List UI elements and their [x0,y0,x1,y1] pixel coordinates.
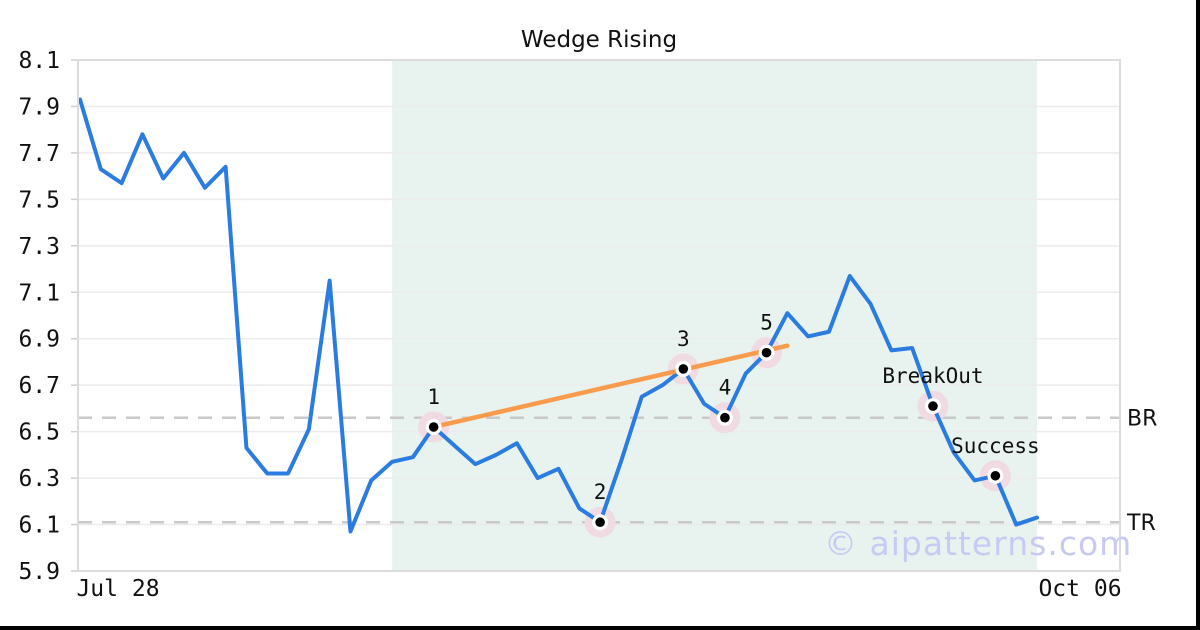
x-axis-label-start: Jul 28 [76,576,160,602]
y-tick-label: 6.3 [18,466,60,492]
y-tick-label: 6.1 [18,513,60,539]
level-label-tr: TR [1126,511,1156,536]
x-axis-label-end: Oct 06 [1038,576,1122,602]
y-tick-label: 7.7 [18,141,60,167]
axes: 8.1 7.9 7.7 7.5 7.3 7.1 6.9 6.7 6.5 6.3 6.1 5.9 [18,48,1121,585]
y-tick-label: 8.1 [18,48,60,74]
trendline [431,343,790,430]
gridlines [78,105,1120,526]
annotation-label-breakout: BreakOut [882,364,983,388]
pattern-region [392,60,1038,571]
pattern-region-rect [392,60,1038,571]
level-lines: BR TR [78,407,1157,536]
marker-dot [428,422,439,432]
marker-dot [595,517,605,528]
marker-dot [678,364,689,374]
annotation-label-2: 2 [594,480,607,504]
level-label-br: BR [1127,407,1157,432]
trendline-segment [431,343,790,430]
marker-dot [720,412,730,423]
annotation-label-4: 4 [719,376,732,400]
y-tick-label: 7.9 [18,94,60,120]
y-tick-label: 7.5 [18,187,60,213]
annotation-label-success: Success [951,434,1040,458]
y-tick-label: 5.9 [18,559,60,585]
chart-title: Wedge Rising [520,27,678,53]
annotation-label-1: 1 [427,385,440,409]
plot-border [77,59,1121,572]
y-tick-label: 7.3 [18,234,60,260]
y-tick-label: 6.9 [18,327,60,353]
annotation-label-3: 3 [677,327,690,351]
pattern-markers [425,344,1004,531]
y-tick-label: 7.1 [18,280,60,306]
annotation-labels: 1 2 3 4 5 BreakOut Success [427,311,1039,505]
marker-dot [928,401,938,411]
marker-dot [761,347,772,358]
price-line [78,97,1039,534]
annotation-label-5: 5 [760,311,773,335]
y-tick-label: 6.7 [18,373,60,399]
price-polyline [78,97,1039,534]
y-tick-label: 6.5 [18,420,60,446]
marker-dot [990,470,1001,481]
